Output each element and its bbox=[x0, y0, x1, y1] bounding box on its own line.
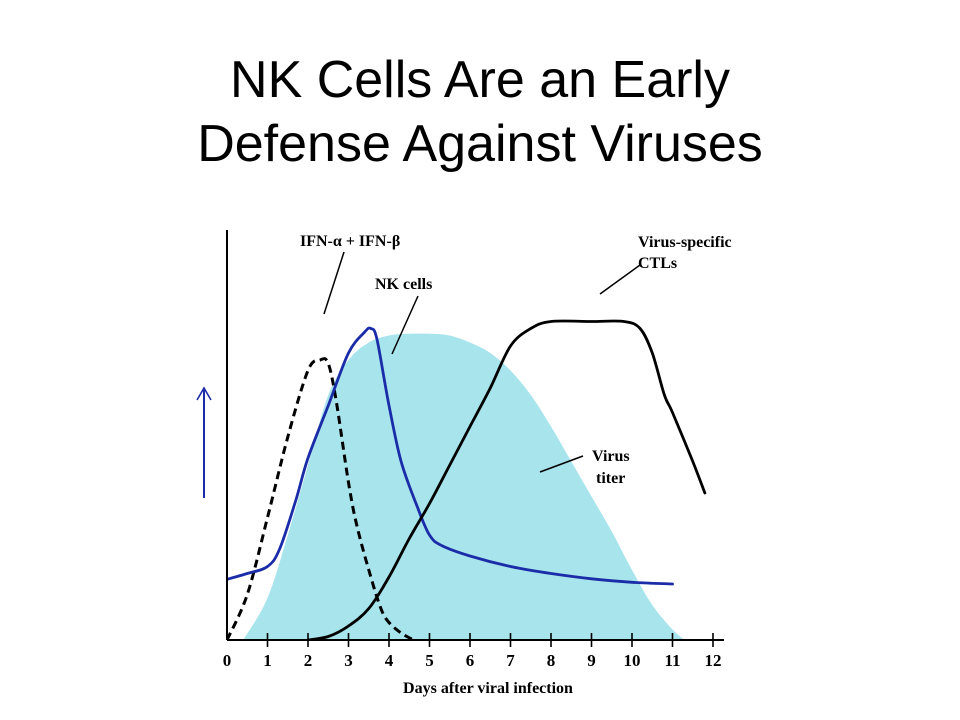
annotation-layer: IFN-α + IFN-β NK cells Virus-specific CT… bbox=[300, 233, 732, 487]
annotation-virus-leader bbox=[539, 455, 584, 473]
slide-title: NK Cells Are an Early Defense Against Vi… bbox=[0, 48, 960, 176]
slide-title-line-2: Defense Against Viruses bbox=[197, 115, 763, 173]
x-tick-label-7: 7 bbox=[506, 651, 515, 670]
line-layer bbox=[226, 319, 707, 641]
series-nk-cells-line bbox=[226, 326, 674, 586]
x-tick-label-9: 9 bbox=[587, 651, 596, 670]
x-tick-label-8: 8 bbox=[547, 651, 556, 670]
area-layer bbox=[243, 333, 685, 640]
series-virus-specific-ctls-line bbox=[306, 319, 707, 641]
series-virus-titer-area bbox=[243, 333, 685, 640]
annotation-virus-label-line-1: Virus bbox=[592, 448, 630, 465]
x-tick-label-12: 12 bbox=[705, 651, 722, 670]
up-arrow-icon bbox=[196, 386, 212, 401]
annotation-virus-label-line-2: titer bbox=[596, 470, 625, 487]
x-axis-title: Days after viral infection bbox=[403, 680, 573, 697]
annotation-ifn-leader bbox=[323, 251, 345, 315]
annotation-ctl-leader bbox=[599, 264, 641, 295]
slide-title-line-1: NK Cells Are an Early bbox=[230, 51, 730, 109]
x-tick-label-11: 11 bbox=[664, 651, 680, 670]
annotation-ctl-label-line-2: CTLs bbox=[638, 255, 677, 272]
annotation-nk-leader bbox=[391, 295, 419, 355]
annotation-ifn-label: IFN-α + IFN-β bbox=[300, 233, 400, 250]
x-tick-label-2: 2 bbox=[304, 651, 313, 670]
x-tick-label-6: 6 bbox=[466, 651, 475, 670]
series-ifn-ifn-line bbox=[226, 357, 415, 641]
x-tick-label-5: 5 bbox=[425, 651, 434, 670]
increase-arrow bbox=[196, 386, 212, 498]
x-tick-label-1: 1 bbox=[263, 651, 272, 670]
x-tick-label-4: 4 bbox=[385, 651, 394, 670]
x-tick-label-0: 0 bbox=[223, 651, 232, 670]
annotation-nk-label: NK cells bbox=[375, 276, 432, 293]
x-tick-label-10: 10 bbox=[624, 651, 641, 670]
annotation-ctl-label-line-1: Virus-specific bbox=[638, 234, 732, 251]
x-tick-label-3: 3 bbox=[344, 651, 353, 670]
